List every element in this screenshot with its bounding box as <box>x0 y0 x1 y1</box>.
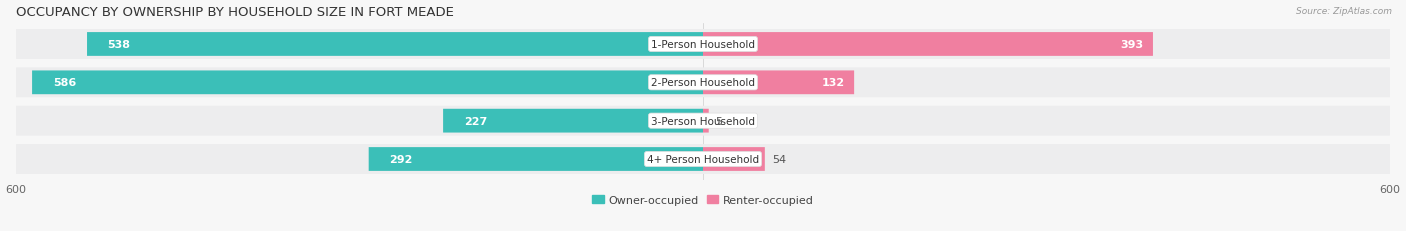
Text: 3-Person Household: 3-Person Household <box>651 116 755 126</box>
Text: 5: 5 <box>716 116 723 126</box>
Text: 4+ Person Household: 4+ Person Household <box>647 154 759 164</box>
FancyBboxPatch shape <box>32 71 703 95</box>
FancyBboxPatch shape <box>368 147 703 171</box>
Text: 227: 227 <box>464 116 486 126</box>
FancyBboxPatch shape <box>703 33 1153 57</box>
Text: 292: 292 <box>389 154 413 164</box>
Text: Source: ZipAtlas.com: Source: ZipAtlas.com <box>1296 7 1392 16</box>
Text: 393: 393 <box>1121 40 1144 50</box>
FancyBboxPatch shape <box>703 147 765 171</box>
Text: 1-Person Household: 1-Person Household <box>651 40 755 50</box>
FancyBboxPatch shape <box>703 109 709 133</box>
Text: 538: 538 <box>108 40 131 50</box>
Legend: Owner-occupied, Renter-occupied: Owner-occupied, Renter-occupied <box>588 190 818 209</box>
Text: 586: 586 <box>52 78 76 88</box>
FancyBboxPatch shape <box>15 144 1391 174</box>
FancyBboxPatch shape <box>703 71 853 95</box>
FancyBboxPatch shape <box>15 106 1391 136</box>
Text: 132: 132 <box>823 78 845 88</box>
FancyBboxPatch shape <box>15 68 1391 98</box>
Text: 2-Person Household: 2-Person Household <box>651 78 755 88</box>
FancyBboxPatch shape <box>15 30 1391 60</box>
FancyBboxPatch shape <box>87 33 703 57</box>
FancyBboxPatch shape <box>443 109 703 133</box>
Text: 54: 54 <box>772 154 786 164</box>
Text: OCCUPANCY BY OWNERSHIP BY HOUSEHOLD SIZE IN FORT MEADE: OCCUPANCY BY OWNERSHIP BY HOUSEHOLD SIZE… <box>15 6 454 18</box>
